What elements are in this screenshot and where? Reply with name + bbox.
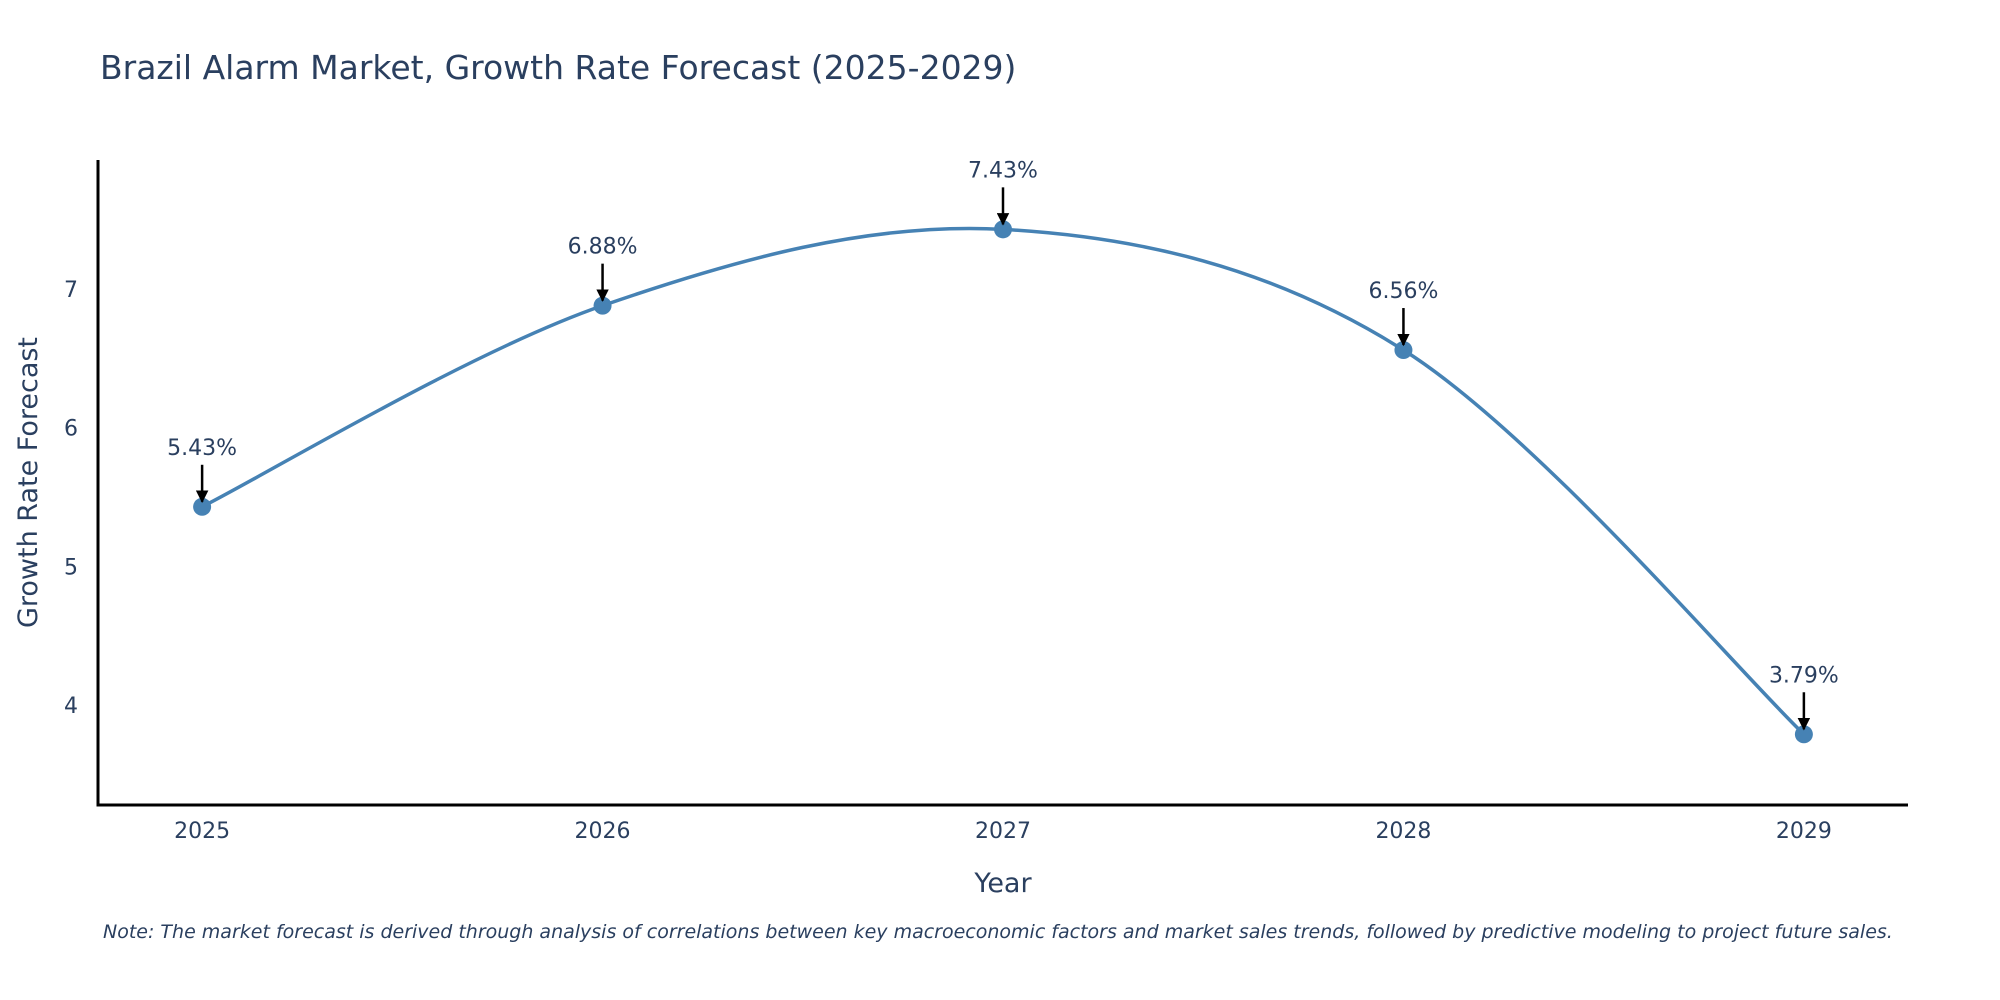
axes: 4 5 6 7 2025 2026 2027 2028 2029 Year Growth Rate … (13, 160, 1908, 899)
data-label: 6.88% (568, 235, 638, 260)
y-tick-label: 4 (64, 694, 78, 719)
x-tick-label: 2027 (975, 819, 1031, 844)
x-tick-label: 2029 (1776, 819, 1832, 844)
series-layer (193, 220, 1813, 744)
y-axis-title: Growth Rate Forecast (13, 337, 44, 628)
x-axis-title: Year (973, 868, 1032, 899)
chart-title: Brazil Alarm Market, Growth Rate Forecas… (100, 48, 1017, 87)
y-tick-label: 7 (64, 278, 78, 303)
data-labels: 5.43% 6.88% 7.43% 6.56% 3.79% (167, 158, 1839, 731)
x-tick-label: 2028 (1375, 819, 1431, 844)
data-label: 6.56% (1368, 279, 1438, 304)
data-label: 7.43% (968, 158, 1038, 183)
series-line (201, 226, 1806, 736)
chart-note: Note: The market forecast is derived thr… (103, 921, 1893, 943)
y-tick-label: 6 (64, 417, 78, 442)
x-tick-label: 2025 (174, 819, 230, 844)
y-tick-label: 5 (64, 555, 78, 580)
data-label: 3.79% (1769, 663, 1839, 688)
data-label: 5.43% (167, 436, 237, 461)
x-tick-label: 2026 (575, 819, 631, 844)
